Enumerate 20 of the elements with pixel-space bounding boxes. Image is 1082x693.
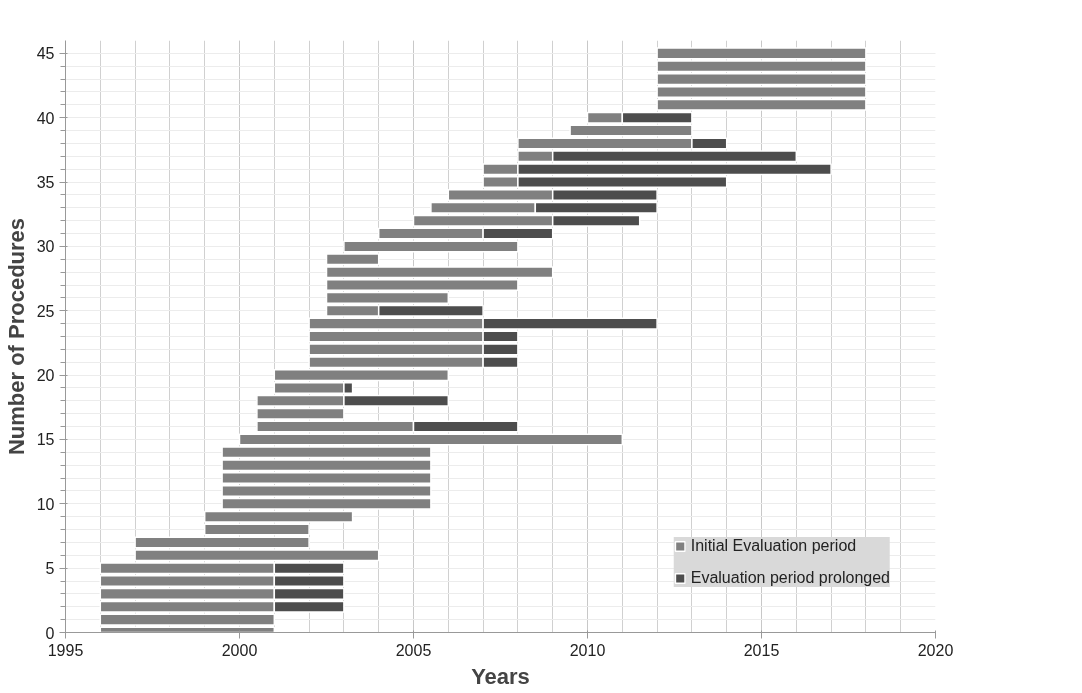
y-tick-label: 35 [36, 174, 55, 192]
x-tick-label: 2015 [743, 641, 780, 659]
y-tick-label: 5 [45, 560, 55, 578]
x-tick-label: 2020 [917, 641, 954, 659]
y-tick-label: 45 [36, 45, 55, 63]
y-tick-label: 10 [36, 495, 55, 513]
y-tick-label: 0 [45, 624, 55, 642]
x-tick-label: 1995 [47, 641, 84, 659]
x-tick-label: 2010 [569, 641, 606, 659]
y-tick-label: 20 [36, 367, 55, 385]
y-axis-title: Number of Procedures [3, 217, 29, 456]
y-tick-label: 25 [36, 302, 55, 320]
y-tick-label: 30 [36, 238, 55, 256]
y-tick-label: 40 [36, 109, 55, 127]
x-tick-label: 2005 [395, 641, 432, 659]
y-tick-label: 15 [36, 431, 55, 449]
legend-label: Evaluation period prolonged [690, 569, 890, 587]
legend-label: Initial Evaluation period [690, 537, 857, 555]
x-axis-title: Years [471, 663, 530, 689]
x-tick-label: 2000 [221, 641, 258, 659]
